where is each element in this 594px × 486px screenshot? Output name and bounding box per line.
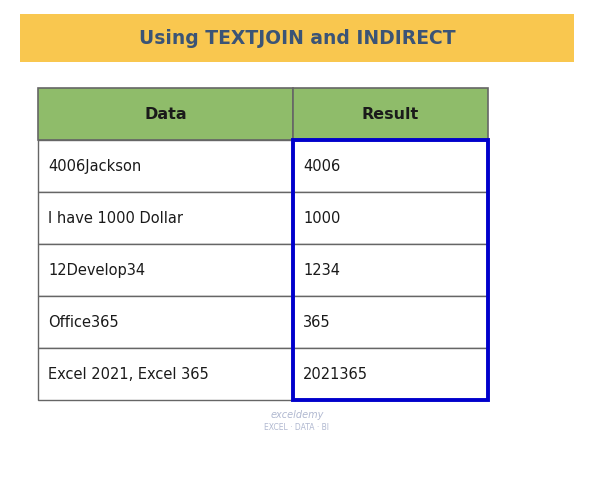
Bar bbox=[293, 296, 488, 348]
Text: EXCEL · DATA · BI: EXCEL · DATA · BI bbox=[264, 422, 330, 432]
Text: 1000: 1000 bbox=[303, 210, 340, 226]
Bar bbox=[20, 14, 574, 62]
Bar bbox=[38, 192, 293, 244]
Bar bbox=[38, 296, 293, 348]
Bar bbox=[293, 348, 488, 400]
Text: 365: 365 bbox=[303, 314, 331, 330]
Text: Result: Result bbox=[362, 106, 419, 122]
Text: 1234: 1234 bbox=[303, 262, 340, 278]
Text: 12Develop34: 12Develop34 bbox=[48, 262, 145, 278]
Text: Data: Data bbox=[144, 106, 187, 122]
Text: 4006Jackson: 4006Jackson bbox=[48, 158, 141, 174]
Bar bbox=[293, 140, 488, 192]
Text: I have 1000 Dollar: I have 1000 Dollar bbox=[48, 210, 183, 226]
Bar bbox=[293, 140, 488, 400]
Bar bbox=[293, 192, 488, 244]
Bar bbox=[38, 140, 293, 192]
Text: Using TEXTJOIN and INDIRECT: Using TEXTJOIN and INDIRECT bbox=[138, 29, 456, 48]
Bar bbox=[293, 244, 488, 296]
Bar bbox=[38, 88, 293, 140]
Text: Office365: Office365 bbox=[48, 314, 119, 330]
Text: 4006: 4006 bbox=[303, 158, 340, 174]
Bar bbox=[38, 348, 293, 400]
Text: 2021365: 2021365 bbox=[303, 366, 368, 382]
Bar bbox=[38, 244, 293, 296]
Bar bbox=[293, 88, 488, 140]
Text: exceldemy: exceldemy bbox=[270, 410, 324, 420]
Text: Excel 2021, Excel 365: Excel 2021, Excel 365 bbox=[48, 366, 208, 382]
